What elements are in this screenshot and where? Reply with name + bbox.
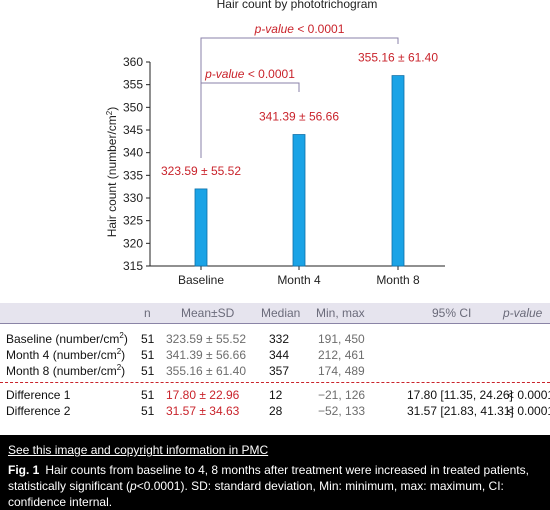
- cell-n: 51: [141, 388, 155, 402]
- cell-median: 12: [269, 388, 283, 402]
- bar: [391, 75, 405, 267]
- cell-n: 51: [141, 348, 155, 362]
- caption-text-end: <0.0001). SD: standard deviation, Min: m…: [8, 479, 504, 509]
- table-row: Month 8 (number/cm2) 51 355.16 ± 61.40 3…: [0, 364, 550, 380]
- y-tick-label: 315: [123, 259, 143, 273]
- col-minmax: Min, max: [316, 306, 365, 320]
- figure-panel: Hair count by phototrichogram 315 320 325 3…: [0, 0, 550, 435]
- cell-mean: 31.57 ± 34.63: [166, 404, 240, 418]
- caption-text: Hair counts from baseline to 4, 8 months…: [8, 463, 529, 493]
- table-row: Month 4 (number/cm2) 51 341.39 ± 56.66 3…: [0, 348, 550, 364]
- x-tick-label: Month 8: [376, 273, 420, 287]
- row-label: Month 8 (number/cm2): [6, 363, 126, 379]
- cell-minmax: 212, 461: [318, 348, 365, 362]
- x-tick-label: Baseline: [178, 273, 224, 287]
- significance-label: p-value < 0.0001: [204, 67, 295, 81]
- cell-minmax: 174, 489: [318, 364, 365, 378]
- row-label: Difference 1: [6, 388, 71, 402]
- cell-median: 332: [269, 332, 290, 346]
- cell-minmax: −52, 133: [318, 404, 366, 418]
- cell-minmax: −21, 126: [318, 388, 366, 402]
- y-tick-label: 360: [123, 55, 143, 69]
- row-label: Month 4 (number/cm2): [6, 347, 126, 363]
- x-tick-label: Month 4: [277, 273, 321, 287]
- bar: [292, 134, 306, 267]
- cell-mean: 341.39 ± 56.66: [166, 348, 246, 362]
- cell-minmax: 191, 450: [318, 332, 365, 346]
- cell-median: 344: [269, 348, 290, 362]
- cell-p-value: < 0.0001: [507, 404, 550, 418]
- cell-mean: 323.59 ± 55.52: [166, 332, 246, 346]
- cell-mean: 355.16 ± 61.40: [166, 364, 246, 378]
- table-row: Difference 1 51 17.80 ± 22.96 12 −21, 12…: [0, 388, 550, 404]
- col-ci: 95% CI: [432, 306, 472, 320]
- y-tick-label: 340: [123, 146, 143, 160]
- bar-chart: Hair count by phototrichogram 315 320 325 3…: [105, 0, 445, 287]
- cell-mean: 17.80 ± 22.96: [166, 388, 240, 402]
- bar-value-label: 355.16 ± 61.40: [358, 51, 438, 65]
- dashed-divider: [0, 382, 550, 383]
- figure-caption: See this image and copyright information…: [8, 442, 542, 510]
- row-label: Baseline (number/cm2): [6, 331, 128, 347]
- table-row: Difference 2 51 31.57 ± 34.63 28 −52, 13…: [0, 404, 550, 420]
- copyright-link[interactable]: See this image and copyright information…: [8, 443, 269, 457]
- statistics-table: n Mean±SD Median Min, max 95% CI p-value…: [0, 303, 550, 435]
- figure-number: Fig. 1: [8, 463, 40, 477]
- cell-n: 51: [141, 332, 155, 346]
- y-tick-label: 335: [123, 168, 143, 182]
- table-row: Baseline (number/cm2) 51 323.59 ± 55.52 …: [0, 332, 550, 348]
- cell-ci: 17.80 [11.35, 24.26]: [407, 388, 513, 402]
- cell-n: 51: [141, 404, 155, 418]
- table-header: n Mean±SD Median Min, max 95% CI p-value: [0, 303, 550, 324]
- y-axis-label: Hair count (number/cm2): [105, 107, 120, 238]
- cell-n: 51: [141, 364, 155, 378]
- cell-median: 357: [269, 364, 290, 378]
- bar: [194, 188, 208, 267]
- y-tick-label: 345: [123, 123, 143, 137]
- cell-p-value: < 0.0001: [507, 388, 550, 402]
- col-n: n: [144, 306, 151, 320]
- col-median: Median: [261, 306, 301, 320]
- significance-label: p-value < 0.0001: [254, 22, 345, 36]
- chart-title: Hair count by phototrichogram: [217, 0, 378, 11]
- y-tick-label: 330: [123, 191, 143, 205]
- col-mean: Mean±SD: [181, 306, 235, 320]
- cell-ci: 31.57 [21.83, 41.31]: [407, 404, 514, 418]
- row-label: Difference 2: [6, 404, 71, 418]
- y-tick-label: 355: [123, 78, 143, 92]
- col-p: p-value: [503, 306, 543, 320]
- bar-value-label: 323.59 ± 55.52: [161, 164, 241, 178]
- y-tick-label: 325: [123, 214, 143, 228]
- significance-bracket: [200, 37, 399, 158]
- cell-median: 28: [269, 404, 283, 418]
- bar-value-label: 341.39 ± 56.66: [259, 110, 339, 124]
- caption-p: p: [130, 479, 137, 493]
- y-tick-label: 350: [123, 100, 143, 114]
- y-tick-label: 320: [123, 236, 143, 250]
- significance-bracket: [200, 82, 300, 100]
